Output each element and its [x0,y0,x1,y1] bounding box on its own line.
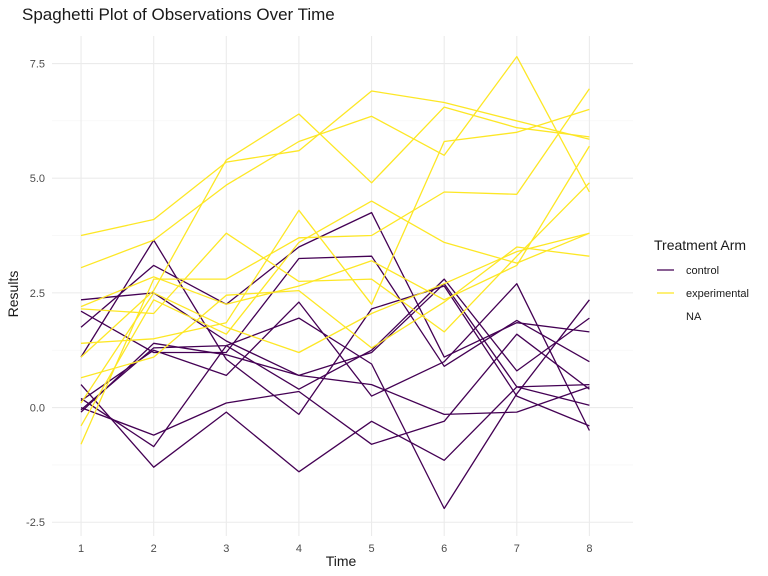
x-axis-title: Time [326,553,357,569]
y-axis-title: Results [5,271,21,318]
experimental-series-line [80,90,590,237]
legend-entries: control experimental NA [657,265,749,323]
legend-label-control: control [686,265,719,277]
legend-title: Treatment Arm [654,237,746,253]
y-tick-label: 2.5 [30,288,45,300]
y-tick-label: -2.5 [26,517,45,529]
control-series-line [80,383,590,473]
experimental-series-line [80,200,590,427]
control-series-line [80,299,590,510]
experimental-series-line [80,182,590,333]
y-tick-label: 0.0 [30,403,45,415]
control-series-line [80,239,590,427]
x-tick-label: 8 [586,543,592,555]
experimental-series-line [80,232,590,404]
x-tick-label: 5 [368,543,374,555]
y-tick-label: 7.5 [30,59,45,71]
control-series-line [80,211,590,358]
legend-label-experimental: experimental [686,288,749,300]
y-tick-label: 5.0 [30,173,45,185]
x-tick-label: 3 [223,543,229,555]
x-tick-label: 2 [151,543,157,555]
control-series-line [80,283,590,431]
series-lines [80,55,590,510]
experimental-series-line [80,145,590,308]
experimental-series-line [80,88,590,445]
experimental-series-line [80,108,590,344]
x-tick-label: 4 [296,543,302,555]
chart-title: Spaghetti Plot of Observations Over Time [22,5,335,24]
y-tick-labels: -2.5 0.0 2.5 5.0 7.5 [26,59,45,530]
x-tick-label: 6 [441,543,447,555]
experimental-series-line [80,55,590,269]
control-series-line [80,333,590,445]
experimental-series-line [80,246,590,379]
experimental-series-line [80,106,590,358]
x-tick-label: 1 [78,543,84,555]
x-tick-label: 7 [514,543,520,555]
legend-label-na: NA [686,311,702,323]
x-tick-labels: 1 2 3 4 5 6 7 8 [78,543,592,555]
legend: Treatment Arm control experimental NA [654,237,749,323]
